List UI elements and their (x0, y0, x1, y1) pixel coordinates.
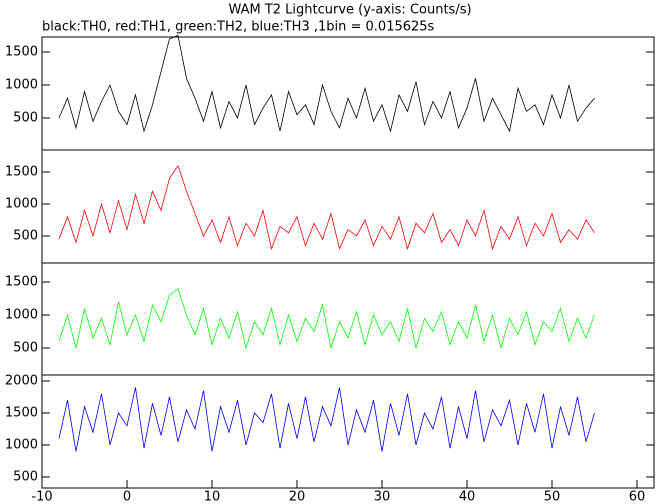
y-tick-label: 1000 (5, 438, 38, 453)
lightcurve (58, 387, 595, 452)
x-tick-label: 30 (374, 490, 391, 504)
lightcurve (58, 34, 595, 133)
y-tick-label: 1500 (5, 44, 38, 59)
y-tick-label: 500 (13, 469, 38, 484)
chart-subtitle: black:TH0, red:TH1, green:TH2, blue:TH3 … (42, 20, 435, 35)
x-tick-label: -10 (31, 490, 52, 504)
y-tick-label: 1500 (5, 165, 38, 180)
y-tick-label: 1000 (5, 197, 38, 212)
panel-frame (41, 36, 655, 151)
y-tick-label: 500 (13, 228, 38, 243)
y-tick-label: 1000 (5, 308, 38, 323)
x-tick-label: 20 (289, 490, 306, 504)
panel-frame (41, 149, 655, 264)
lightcurve (58, 164, 595, 251)
lightcurve (58, 287, 595, 350)
y-tick-label: 2000 (5, 374, 38, 389)
panel-frame (41, 374, 655, 489)
y-tick-label: 1000 (5, 77, 38, 92)
y-tick-label: 1500 (5, 275, 38, 290)
chart-title: WAM T2 Lightcurve (y-axis: Counts/s) (228, 3, 471, 18)
y-tick-label: 1500 (5, 406, 38, 421)
x-tick-label: 40 (459, 490, 476, 504)
y-tick-label: 500 (13, 341, 38, 356)
x-tick-label: 10 (204, 490, 221, 504)
x-tick-label: 50 (544, 490, 561, 504)
x-tick-label: 60 (629, 490, 646, 504)
y-tick-label: 500 (13, 110, 38, 125)
x-tick-label: 0 (123, 490, 131, 504)
